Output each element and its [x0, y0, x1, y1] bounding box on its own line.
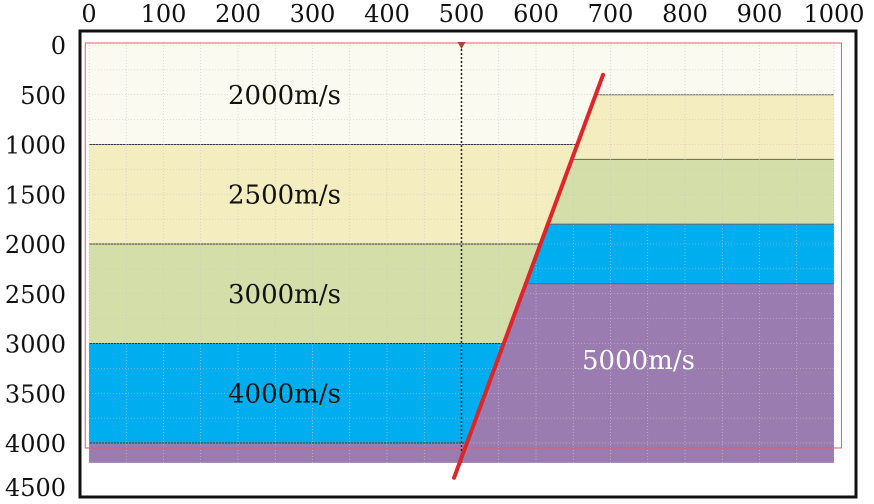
y-tick-label: 500	[20, 82, 66, 110]
velocity-labels: 2000m/s 2500m/s 3000m/s 4000m/s 5000m/s	[228, 81, 695, 410]
x-tick-label: 400	[364, 0, 410, 28]
x-tick-label: 1000	[803, 0, 864, 28]
x-tick-label: 700	[588, 0, 634, 28]
right-layer-0	[595, 45, 834, 95]
y-tick-label: 1000	[5, 132, 66, 160]
x-tick-label: 300	[290, 0, 336, 28]
fault-line	[452, 72, 606, 480]
y-axis-ticks: 0 500 1000 1500 2000 2500 3000 3500 4000 4500	[5, 32, 66, 502]
y-tick-label: 1500	[5, 181, 66, 209]
y-tick-label: 3000	[5, 331, 66, 359]
y-tick-label: 3500	[5, 380, 66, 408]
left-layer-4	[89, 443, 467, 463]
x-tick-label: 600	[513, 0, 559, 28]
y-tick-label: 4500	[5, 474, 66, 500]
velocity-label-left-2: 3000m/s	[228, 280, 341, 310]
plot-frame	[78, 29, 858, 499]
x-tick-label: 0	[81, 0, 96, 28]
x-tick-label: 500	[439, 0, 485, 28]
y-tick-label: 4000	[5, 430, 66, 458]
y-tick-label: 2000	[5, 231, 66, 259]
right-layer-2	[547, 159, 834, 225]
survey-marker-icon	[457, 42, 466, 49]
x-tick-label: 900	[737, 0, 783, 28]
velocity-label-left-3: 4000m/s	[228, 379, 341, 409]
velocity-label-left-0: 2000m/s	[228, 81, 341, 111]
x-tick-label: 200	[215, 0, 261, 28]
right-layer-3	[525, 224, 834, 284]
y-tick-label: 0	[51, 32, 66, 60]
velocity-label-left-1: 2500m/s	[228, 180, 341, 210]
right-layer-1	[571, 94, 834, 160]
x-tick-label: 800	[662, 0, 708, 28]
y-tick-label: 2500	[5, 281, 66, 309]
x-axis-ticks: 0 100 200 300 400 500 600 700 800 900 1000	[81, 0, 864, 28]
velocity-label-right-4: 5000m/s	[582, 346, 695, 376]
x-tick-label: 100	[141, 0, 187, 28]
